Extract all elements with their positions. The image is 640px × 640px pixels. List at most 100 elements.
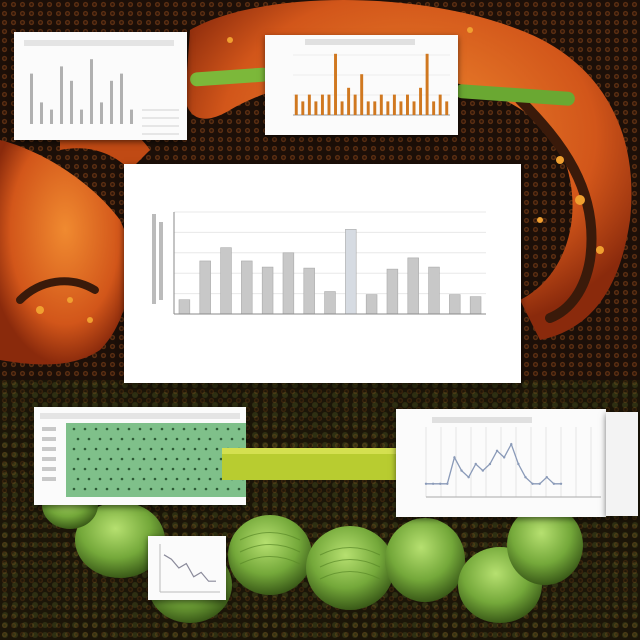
line-chart-panel-overflow <box>606 412 638 516</box>
top-center-bar <box>419 87 423 115</box>
heatmap-cell <box>142 477 146 481</box>
line-point <box>559 482 563 485</box>
heatmap-cell <box>109 457 113 461</box>
heatmap-cell <box>116 487 120 491</box>
heatmap-cell <box>164 437 168 441</box>
top-center-bar <box>432 101 436 115</box>
top-center-bar <box>438 94 442 115</box>
main-chart-bar <box>407 257 419 315</box>
heatmap-cell <box>230 437 234 441</box>
top-left-bar <box>90 59 93 125</box>
heatmap-cell <box>182 427 186 431</box>
heatmap-cell <box>109 437 113 441</box>
line-point <box>517 462 520 466</box>
connector-arrow <box>222 448 402 480</box>
heatmap-cell <box>87 457 91 461</box>
line-point <box>467 476 470 479</box>
heatmap-cell <box>182 467 186 471</box>
heatmap-cell <box>138 427 142 431</box>
heatmap-cell <box>149 427 153 431</box>
heatmap-cell <box>94 487 98 491</box>
heatmap-cell <box>72 487 76 491</box>
heatmap-cell <box>149 487 153 491</box>
heatmap-cell <box>204 487 208 491</box>
top-center-bar <box>392 94 396 115</box>
top-center-bar <box>373 101 377 115</box>
heatmap-cell <box>116 427 120 431</box>
line-point <box>460 469 463 472</box>
top-center-bar <box>347 87 351 115</box>
top-center-bar <box>412 101 416 115</box>
thumbnail-chart-top-center-plot <box>293 39 450 116</box>
heatmap-cell <box>219 457 223 461</box>
heatmap-cell <box>120 457 124 461</box>
line-point <box>424 482 428 485</box>
line-point <box>474 462 477 466</box>
heatmap-cell <box>98 457 102 461</box>
heatmap-cell <box>153 457 157 461</box>
heatmap-cell <box>120 477 124 481</box>
heatmap-cell <box>186 437 190 441</box>
main-bar-chart-plot <box>152 211 486 315</box>
heatmap-cell <box>149 467 153 471</box>
line-point <box>431 482 435 485</box>
heatmap-cell <box>72 467 76 471</box>
heatmap-cell <box>83 487 87 491</box>
heatmap-cell <box>160 427 164 431</box>
heatmap-cell <box>142 437 146 441</box>
thumbnail-chart-top-left-plot <box>24 40 179 135</box>
line-point <box>538 482 541 485</box>
heatmap-cell <box>72 447 76 451</box>
top-center-bar <box>314 101 318 115</box>
heatmap-cell <box>175 477 179 481</box>
heatmap-cell <box>237 427 241 431</box>
thumbnail-chart-top-left <box>14 32 187 140</box>
heatmap-cell <box>83 427 87 431</box>
heatmap-cell <box>241 437 245 441</box>
main-chart-bar <box>428 266 440 315</box>
heatmap-cell <box>127 487 131 491</box>
main-chart-bar <box>261 266 274 315</box>
top-center-bar <box>366 101 370 115</box>
heatmap-cell <box>193 467 197 471</box>
heatmap-cell <box>226 487 230 491</box>
heatmap-cell <box>131 457 135 461</box>
heatmap-plot <box>40 413 246 497</box>
heatmap-cell <box>215 427 219 431</box>
heatmap-cell <box>197 437 201 441</box>
heatmap-cell <box>160 467 164 471</box>
main-bar-chart <box>124 164 521 383</box>
heatmap-cell <box>193 427 197 431</box>
heatmap-cell <box>208 437 212 441</box>
top-left-bar <box>120 73 123 124</box>
line-point <box>552 482 556 485</box>
main-chart-bar <box>324 291 336 315</box>
main-chart-bars <box>178 229 482 315</box>
connector-tube-right <box>455 84 575 106</box>
line-point <box>488 462 492 466</box>
top-center-bar <box>294 94 298 115</box>
heatmap-cell <box>98 477 102 481</box>
heatmap-cell <box>186 457 190 461</box>
line-point <box>439 482 442 485</box>
thumbnail-top-center-bars <box>294 53 449 115</box>
line-point <box>481 469 485 472</box>
heatmap-cell <box>131 477 135 481</box>
heatmap-cell <box>186 477 190 481</box>
heatmap-cell <box>98 437 102 441</box>
top-center-bar <box>301 101 305 115</box>
heatmap-cell <box>76 477 80 481</box>
heatmap-cell <box>219 437 223 441</box>
heatmap-cell <box>116 447 120 451</box>
heatmap-cell <box>149 447 153 451</box>
line-chart-panel <box>396 409 606 517</box>
heatmap-cell <box>94 427 98 431</box>
heatmap-cell <box>127 427 131 431</box>
heatmap-cell <box>72 427 76 431</box>
heatmap-cell <box>109 477 113 481</box>
heatmap-cell <box>76 457 80 461</box>
main-chart-bar <box>365 294 378 315</box>
top-left-bar <box>60 66 63 124</box>
main-chart-bar <box>199 260 211 315</box>
top-left-bar <box>100 102 103 124</box>
